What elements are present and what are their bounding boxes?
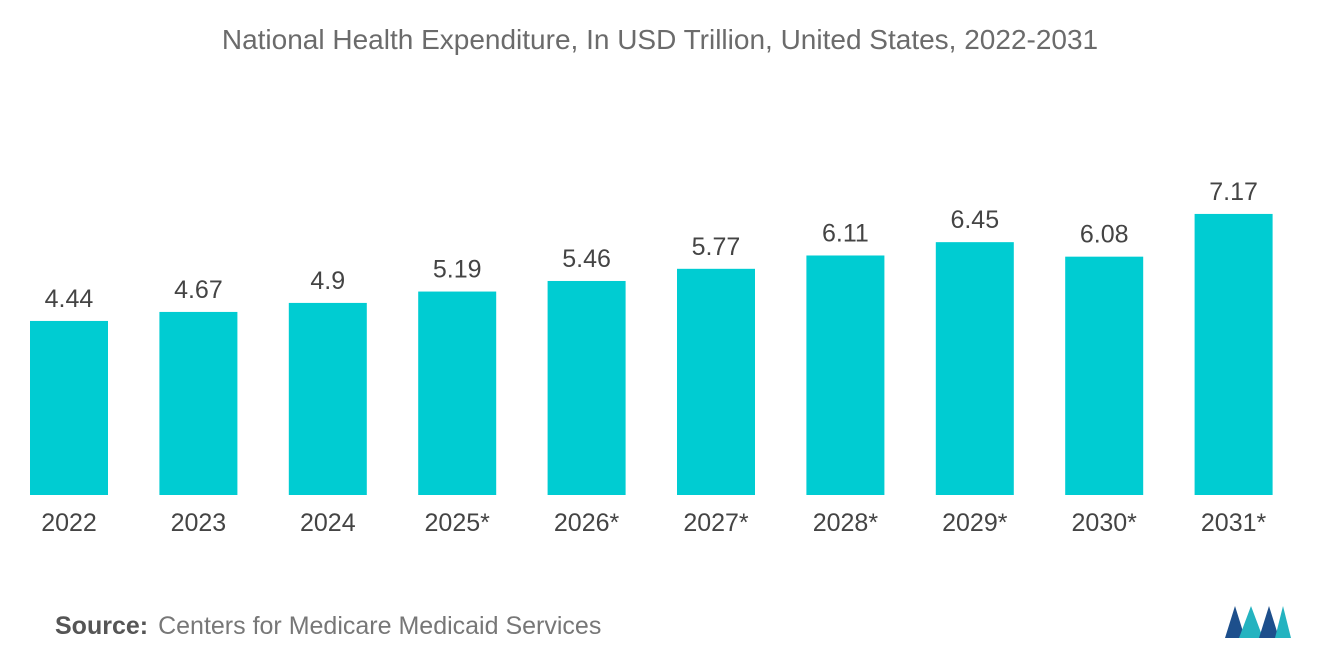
x-tick-label: 2029*: [942, 509, 1008, 537]
chart-title: National Health Expenditure, In USD Tril…: [221, 24, 1099, 55]
source-label: Source:: [55, 612, 149, 640]
bar-2026-projected: [547, 280, 626, 495]
bar-2025-projected: [418, 291, 497, 495]
x-tick-label: 2028*: [813, 509, 879, 537]
data-label: 4.67: [174, 276, 223, 304]
data-label: 4.44: [45, 285, 94, 313]
data-label: 6.11: [822, 219, 869, 247]
bar-2028-projected: [806, 255, 885, 495]
data-label: 6.45: [950, 206, 999, 234]
data-label: 5.19: [433, 256, 482, 284]
x-tick-label: 2024: [300, 509, 356, 537]
bar-2022: [30, 320, 108, 495]
bar-2030-projected: [1065, 256, 1144, 495]
source-text: Centers for Medicare Medicaid Services: [158, 612, 602, 640]
x-tick-label: 2030*: [1072, 509, 1138, 537]
x-tick-label: 2026*: [554, 509, 620, 537]
source-note: Source: Centers for Medicare Medicaid Ser…: [55, 612, 601, 641]
data-label: 5.77: [692, 233, 741, 261]
mordor-logo-icon: [1225, 606, 1291, 638]
x-tick-label: 2027*: [683, 509, 749, 537]
bar-2029-projected: [935, 242, 1014, 495]
data-label: 4.9: [310, 267, 345, 295]
bar-2031-projected: [1194, 213, 1273, 495]
bar-2023: [159, 311, 238, 495]
x-tick-label: 2025*: [425, 509, 491, 537]
x-tick-label: 2022: [41, 509, 97, 537]
x-tick-label: 2023: [171, 509, 227, 537]
bar-chart: 4.44 2022 4.67 2023 4.9 2024 5.19 2025* 5.46 2026…: [30, 178, 1273, 537]
bar-2024: [288, 302, 367, 495]
data-label: 7.17: [1209, 178, 1258, 206]
x-tick-label: 2031*: [1201, 509, 1267, 537]
data-label: 5.46: [562, 245, 611, 273]
bar-2027-projected: [677, 268, 755, 495]
data-label: 6.08: [1080, 221, 1129, 249]
